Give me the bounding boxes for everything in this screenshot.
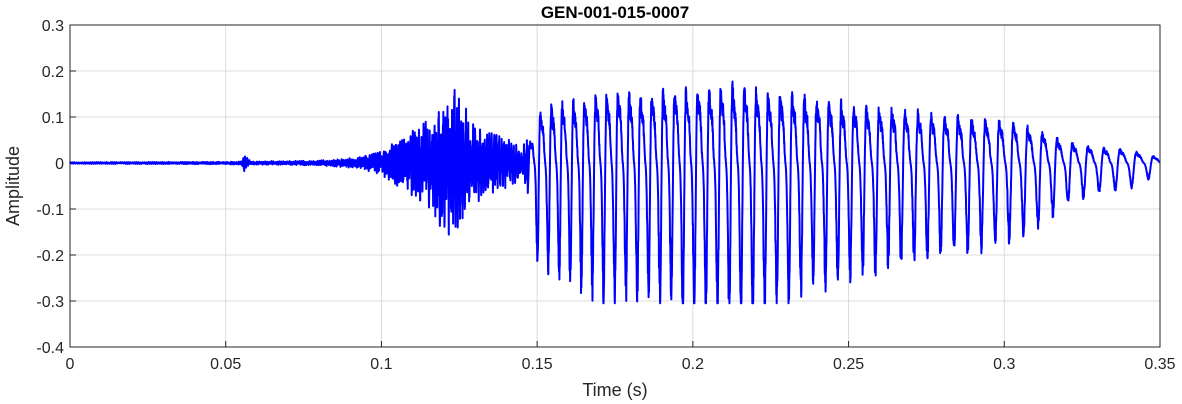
- waveform-series-line: [69, 80, 1161, 305]
- y-tick-label: 0.1: [42, 110, 64, 127]
- chart-title: GEN-001-015-0007: [541, 3, 689, 22]
- y-tick-label: 0: [55, 156, 64, 173]
- y-tick-label: -0.1: [36, 202, 64, 219]
- x-axis-title: Time (s): [582, 380, 647, 400]
- axes-frame: [69, 24, 1161, 348]
- y-tick-label: 0.3: [42, 18, 64, 35]
- y-tick-label: -0.4: [36, 340, 64, 357]
- x-tick-label: 0.3: [993, 356, 1015, 373]
- x-axis-ticks: 0 0.05 0.1 0.15 0.2 0.25 0.3 0.35: [66, 341, 1176, 373]
- x-tick-label: 0: [66, 356, 75, 373]
- y-axis-title: Amplitude: [3, 146, 23, 226]
- x-tick-label: 0.15: [522, 356, 553, 373]
- plot-area: [69, 80, 1161, 305]
- y-tick-label: 0.2: [42, 64, 64, 81]
- x-tick-label: 0.25: [833, 356, 864, 373]
- x-tick-label: 0.05: [210, 356, 241, 373]
- x-tick-label: 0.1: [370, 356, 392, 373]
- x-tick-label: 0.2: [682, 356, 704, 373]
- y-tick-label: -0.3: [36, 294, 64, 311]
- y-axis-ticks: -0.4 -0.3 -0.2 -0.1 0 0.1 0.2 0.3: [36, 18, 76, 357]
- x-tick-label: 0.35: [1144, 356, 1175, 373]
- y-tick-label: -0.2: [36, 248, 64, 265]
